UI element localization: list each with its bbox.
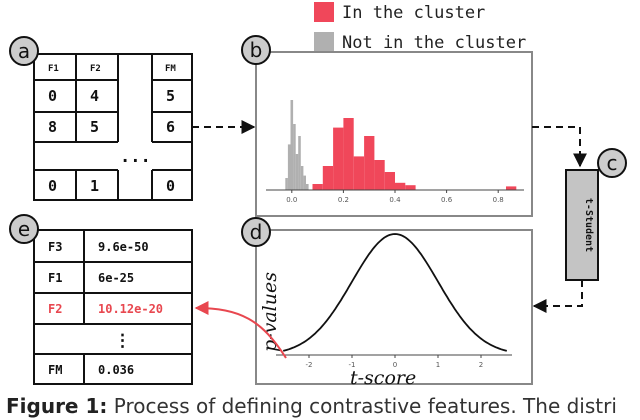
panel-label-c: c [597, 148, 627, 178]
legend-label-not: Not in the cluster [342, 33, 526, 53]
matrix-cell: 8 [48, 118, 57, 136]
svg-text:d: d [250, 220, 263, 244]
panel-label-b: b [241, 35, 271, 65]
histogram-bar-not-in-cluster [293, 124, 296, 190]
figure-caption: Figure 1: Process of defining contrastiv… [6, 392, 640, 420]
histogram-bar-in-cluster [395, 182, 406, 190]
matrix-cell: 6 [166, 118, 175, 136]
matrix-cell: 5 [166, 87, 175, 105]
ranking-ellipsis: ⋮ [114, 331, 131, 351]
svg-text:c: c [607, 151, 618, 175]
matrix-cell: 5 [90, 118, 99, 136]
panel-c-t-student: t-Student [565, 169, 599, 281]
histogram-bar-not-in-cluster [285, 178, 288, 190]
histogram-tick-label: 0.6 [441, 196, 453, 204]
svg-text:a: a [18, 39, 30, 63]
ranking-feature: FM [48, 363, 62, 377]
histogram-bar-in-cluster [405, 185, 416, 190]
distribution-frame [255, 229, 533, 385]
histogram-tick-label: 0.2 [338, 196, 349, 204]
histogram-bar-in-cluster [312, 184, 323, 190]
t-student-box [565, 169, 599, 281]
arrow-d-to-e [194, 301, 287, 359]
histogram-bar-in-cluster [364, 136, 375, 190]
distribution-curve [282, 233, 508, 352]
matrix-cell: 0 [48, 177, 57, 195]
ranking-value: 0.036 [98, 363, 134, 377]
histogram-frame [255, 51, 533, 217]
matrix-cell: 1 [90, 177, 99, 195]
distribution-tick-label: 2 [479, 361, 483, 369]
legend-swatch-in [314, 2, 334, 22]
ranking-value-highlighted: 10.12e-20 [98, 302, 163, 316]
histogram-bar-not-in-cluster [300, 166, 304, 190]
legend-swatch-not [314, 32, 334, 52]
matrix-header-fm: FM [165, 64, 176, 74]
histogram-bar-not-in-cluster [290, 100, 294, 190]
caption-text: Process of defining contrastive features… [107, 394, 617, 418]
panel-label-a: a [9, 36, 39, 66]
histogram-bars [285, 100, 517, 190]
histogram-bar-not-in-cluster [303, 175, 306, 190]
histogram-bar-not-in-cluster [298, 136, 301, 190]
svg-text:e: e [18, 217, 30, 241]
ranking-value: 6e-25 [98, 271, 134, 285]
histogram-bar-in-cluster [506, 186, 517, 190]
histogram-tick-label: 0.0 [286, 196, 297, 204]
legend: In the cluster Not in the cluster [314, 2, 526, 53]
matrix-cell: 0 [166, 177, 175, 195]
matrix-header-f2: F2 [90, 64, 101, 74]
distribution-ticks: -2 -1 0 1 2 [306, 355, 483, 369]
histogram-bar-in-cluster [322, 166, 334, 190]
matrix-cell: 0 [48, 87, 57, 105]
panel-label-d: d [241, 217, 271, 247]
panel-b-histogram: 0.0 0.2 0.4 0.6 0.8 [255, 51, 533, 217]
distribution-tick-label: 0 [393, 361, 397, 369]
histogram-bar-in-cluster [384, 172, 395, 190]
legend-label-in: In the cluster [342, 3, 485, 23]
arrow-c-to-d [532, 280, 583, 313]
ranking-value: 9.6e-50 [98, 240, 149, 254]
histogram-bar-not-in-cluster [306, 184, 309, 190]
histogram-bar-not-in-cluster [287, 144, 291, 190]
histogram-tick-label: 0.8 [493, 196, 504, 204]
svg-text:b: b [250, 38, 263, 62]
distribution-xlabel: t-score [350, 367, 416, 389]
histogram-ticks: 0.0 0.2 0.4 0.6 0.8 [286, 190, 504, 204]
histogram-bar-in-cluster [374, 160, 385, 190]
panel-a-matrix: F1 F2 FM 0 4 5 8 5 6 ... 0 1 0 [33, 53, 193, 201]
t-student-label: t-Student [583, 198, 594, 252]
histogram-tick-label: 0.4 [389, 196, 401, 204]
caption-label: Figure 1: [6, 394, 108, 418]
distribution-tick-label: -2 [306, 361, 313, 369]
distribution-tick-label: 1 [436, 361, 440, 369]
ranking-feature: F3 [48, 240, 62, 254]
distribution-ylabel: p-values [259, 272, 281, 352]
ranking-feature: F1 [48, 271, 62, 285]
panel-e-ranking: F3 9.6e-50 F1 6e-25 F2 10.12e-20 ⋮ FM 0.… [33, 229, 193, 385]
histogram-bar-in-cluster [333, 127, 344, 190]
distribution-tick-label: -1 [349, 361, 356, 369]
matrix-cell: 4 [90, 87, 99, 105]
histogram-bar-in-cluster [343, 118, 354, 190]
arrow-b-to-c [532, 126, 587, 168]
matrix-ellipsis: ... [120, 147, 151, 167]
figure: In the cluster Not in the cluster F1 F2 … [9, 2, 627, 389]
matrix-header-f1: F1 [48, 64, 59, 74]
panel-label-e: e [9, 214, 39, 244]
ranking-feature-highlighted: F2 [48, 302, 62, 316]
panel-d-distribution: -2 -1 0 1 2 p-values t-score [255, 229, 533, 389]
histogram-bar-not-in-cluster [295, 154, 299, 190]
histogram-bar-in-cluster [353, 156, 364, 190]
